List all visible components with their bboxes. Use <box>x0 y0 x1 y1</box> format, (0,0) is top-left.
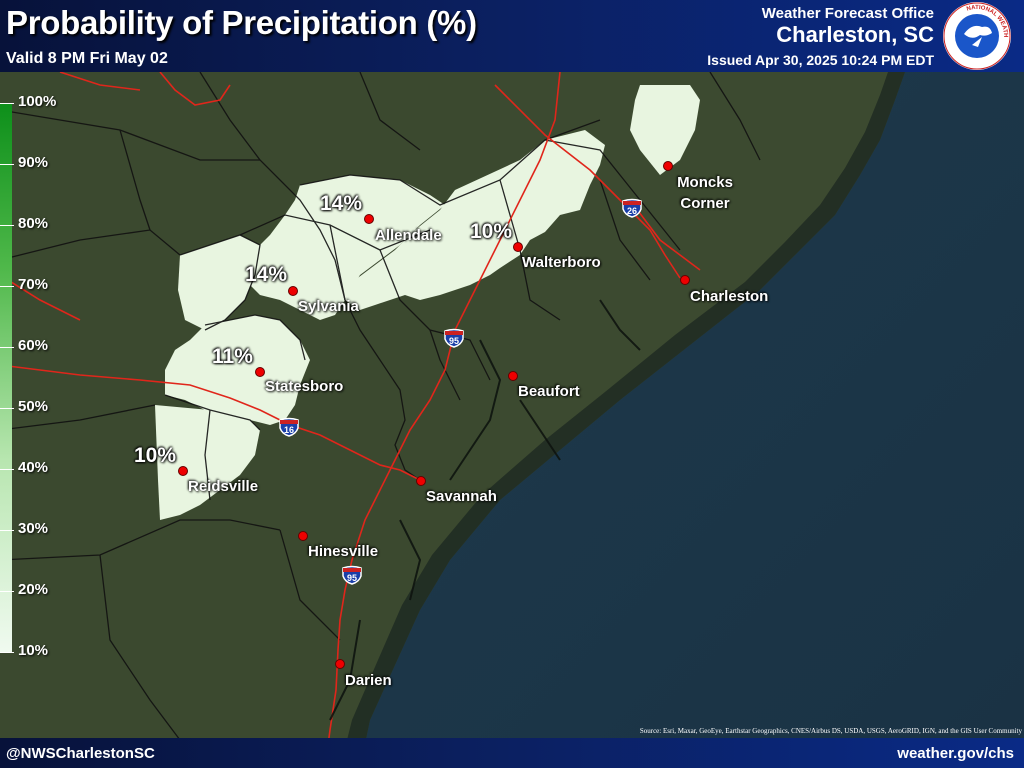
legend-label: 40% <box>18 459 49 476</box>
legend-tick <box>0 469 14 470</box>
legend-tick <box>0 530 14 531</box>
ocean-area <box>360 72 1024 768</box>
svg-text:95: 95 <box>347 573 357 583</box>
wfo-label: Weather Forecast Office <box>761 5 934 22</box>
city-label-charleston: Charleston <box>690 288 769 305</box>
city-dot-moncks <box>663 161 673 171</box>
legend-color-bar <box>0 103 12 653</box>
city-dot-sylvania <box>288 286 298 296</box>
map-title: Probability of Precipitation (%) <box>6 4 477 41</box>
legend-tick <box>0 347 14 348</box>
header-bar <box>0 0 1024 72</box>
city-label-reidsville: Reidsville <box>188 478 259 495</box>
pop-value-sylvania: 14% <box>245 263 288 286</box>
pop-value-statesboro: 11% <box>212 345 253 368</box>
city-dot-hinesville <box>298 531 308 541</box>
city-label-darien: Darien <box>345 672 392 689</box>
city-dot-charleston <box>680 275 690 285</box>
city-dot-beaufort <box>508 371 518 381</box>
legend-label: 90% <box>18 154 49 171</box>
map-source-credit: Source: Esri, Maxar, GeoEye, Earthstar G… <box>639 727 1022 735</box>
city-dot-savannah <box>416 476 426 486</box>
city-label-savannah: Savannah <box>426 488 497 505</box>
city-dot-walterboro <box>513 242 523 252</box>
city-label-sylvania: Sylvania <box>298 298 359 315</box>
issued-time: Issued Apr 30, 2025 10:24 PM EDT <box>707 52 934 68</box>
legend-tick <box>0 591 14 592</box>
legend-tick <box>0 164 14 165</box>
city-dot-darien <box>335 659 345 669</box>
svg-text:26: 26 <box>627 206 637 216</box>
interstate-16-shield-icon: 16 <box>279 417 299 437</box>
pop-areas <box>155 85 700 520</box>
legend-tick <box>0 103 14 104</box>
legend-label: 80% <box>18 215 49 232</box>
nws-logo-icon: NATIONAL WEATHER SERVICE <box>942 1 1011 70</box>
city-label-moncks: Moncks Corner <box>677 174 733 212</box>
footer-bar <box>0 738 1024 768</box>
legend-tick <box>0 408 14 409</box>
city-label-beaufort: Beaufort <box>518 383 580 400</box>
city-dot-reidsville <box>178 466 188 476</box>
city-dot-allendale <box>364 214 374 224</box>
legend-tick <box>0 225 14 226</box>
legend-label: 100% <box>18 93 57 110</box>
legend-label: 10% <box>18 642 49 659</box>
legend-tick <box>0 652 14 653</box>
county-lines <box>0 71 761 741</box>
legend-label: 30% <box>18 520 49 537</box>
highways <box>0 71 701 768</box>
interstate-26-shield-icon: 26 <box>622 198 642 218</box>
svg-text:16: 16 <box>284 425 294 435</box>
city-dot-statesboro <box>255 367 265 377</box>
office-name: Charleston, SC <box>776 22 934 47</box>
city-label-allendale: Allendale <box>375 227 442 244</box>
legend-label: 60% <box>18 337 49 354</box>
social-handle: @NWSCharlestonSC <box>6 745 155 762</box>
interstate-95-north-shield-icon: 95 <box>444 328 464 348</box>
legend-tick <box>0 286 14 287</box>
interstate-95-south-shield-icon: 95 <box>342 565 362 585</box>
svg-text:95: 95 <box>449 336 459 346</box>
legend-label: 70% <box>18 276 49 293</box>
pop-value-reidsville: 10% <box>134 444 177 467</box>
pop-value-allendale: 14% <box>320 192 363 215</box>
city-label-hinesville: Hinesville <box>308 543 379 560</box>
city-label-statesboro: Statesboro <box>265 378 344 395</box>
valid-time: Valid 8 PM Fri May 02 <box>6 50 168 67</box>
legend-label: 20% <box>18 581 49 598</box>
pop-value-walterboro: 10% <box>470 220 513 243</box>
website-link[interactable]: weather.gov/chs <box>897 745 1014 762</box>
legend-label: 50% <box>18 398 49 415</box>
city-label-walterboro: Walterboro <box>522 254 601 271</box>
